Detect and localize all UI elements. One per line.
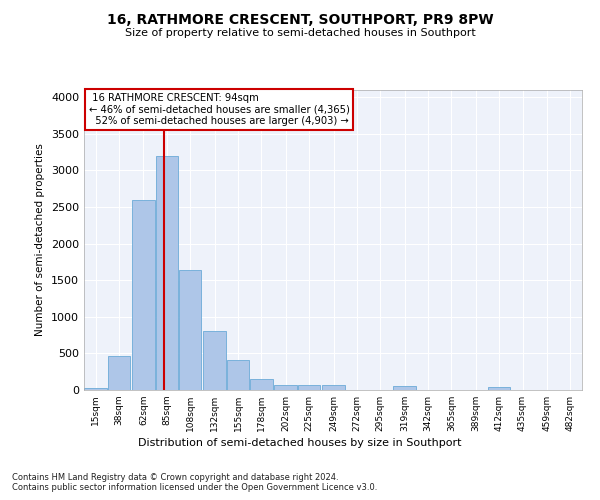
Text: 16 RATHMORE CRESCENT: 94sqm
← 46% of semi-detached houses are smaller (4,365)
  : 16 RATHMORE CRESCENT: 94sqm ← 46% of sem…: [89, 93, 350, 126]
Bar: [394, 386, 416, 390]
Text: Contains HM Land Registry data © Crown copyright and database right 2024.: Contains HM Land Registry data © Crown c…: [12, 472, 338, 482]
Text: Distribution of semi-detached houses by size in Southport: Distribution of semi-detached houses by …: [138, 438, 462, 448]
Bar: [227, 360, 249, 390]
Bar: [274, 385, 297, 390]
Bar: [203, 332, 226, 390]
Bar: [322, 385, 345, 390]
Bar: [298, 385, 320, 390]
Bar: [250, 379, 272, 390]
Text: Contains public sector information licensed under the Open Government Licence v3: Contains public sector information licen…: [12, 484, 377, 492]
Bar: [179, 270, 202, 390]
Y-axis label: Number of semi-detached properties: Number of semi-detached properties: [35, 144, 46, 336]
Bar: [85, 388, 107, 390]
Text: Size of property relative to semi-detached houses in Southport: Size of property relative to semi-detach…: [125, 28, 475, 38]
Bar: [108, 356, 130, 390]
Bar: [488, 387, 511, 390]
Bar: [155, 156, 178, 390]
Bar: [132, 200, 155, 390]
Text: 16, RATHMORE CRESCENT, SOUTHPORT, PR9 8PW: 16, RATHMORE CRESCENT, SOUTHPORT, PR9 8P…: [107, 12, 493, 26]
